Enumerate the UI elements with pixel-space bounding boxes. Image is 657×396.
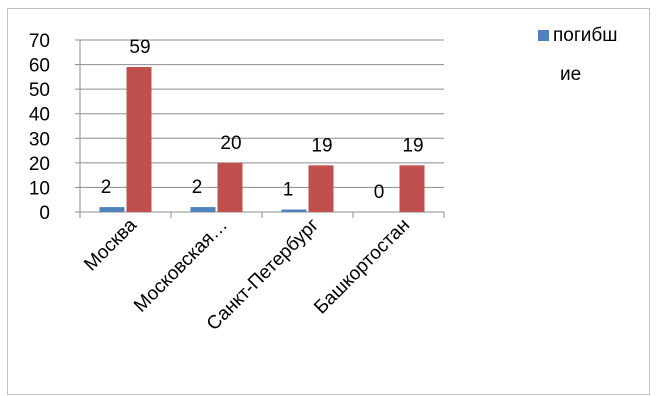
y-tick-label: 20 bbox=[29, 154, 50, 175]
y-tick-labels: 0 10 20 30 40 50 60 70 bbox=[29, 31, 50, 224]
y-tick-label: 60 bbox=[29, 56, 50, 77]
y-tick-label: 30 bbox=[29, 129, 50, 150]
bar-series-2 bbox=[308, 165, 334, 212]
bar-series-1 bbox=[281, 209, 307, 212]
y-tick-label: 70 bbox=[29, 31, 50, 52]
legend-label-line-1: погибш bbox=[553, 25, 618, 46]
bar-series-2 bbox=[399, 165, 425, 212]
data-labels: 2 59 2 20 1 19 0 19 bbox=[101, 37, 424, 203]
data-label-series-2: 19 bbox=[402, 135, 423, 156]
bar-series-2 bbox=[126, 67, 152, 213]
y-tick-label: 50 bbox=[29, 80, 50, 101]
data-label-series-1: 2 bbox=[101, 177, 112, 198]
data-label-series-2: 59 bbox=[129, 37, 150, 58]
legend-label-line-2: ие bbox=[560, 64, 581, 85]
y-tick-label: 0 bbox=[39, 203, 50, 224]
y-tick-label: 10 bbox=[29, 178, 50, 199]
bar-series-1 bbox=[190, 207, 216, 212]
data-label-series-1: 2 bbox=[192, 177, 203, 198]
bar-series-1 bbox=[99, 207, 125, 212]
bar-series-2 bbox=[217, 162, 243, 212]
data-label-series-2: 20 bbox=[220, 133, 241, 154]
bars bbox=[99, 67, 425, 213]
legend-swatch-series-1 bbox=[538, 30, 549, 41]
data-label-series-1: 1 bbox=[283, 180, 294, 201]
y-tick-label: 40 bbox=[29, 105, 50, 126]
legend: погибш ие bbox=[538, 25, 618, 85]
data-label-series-1: 0 bbox=[374, 182, 385, 203]
data-label-series-2: 19 bbox=[311, 135, 332, 156]
